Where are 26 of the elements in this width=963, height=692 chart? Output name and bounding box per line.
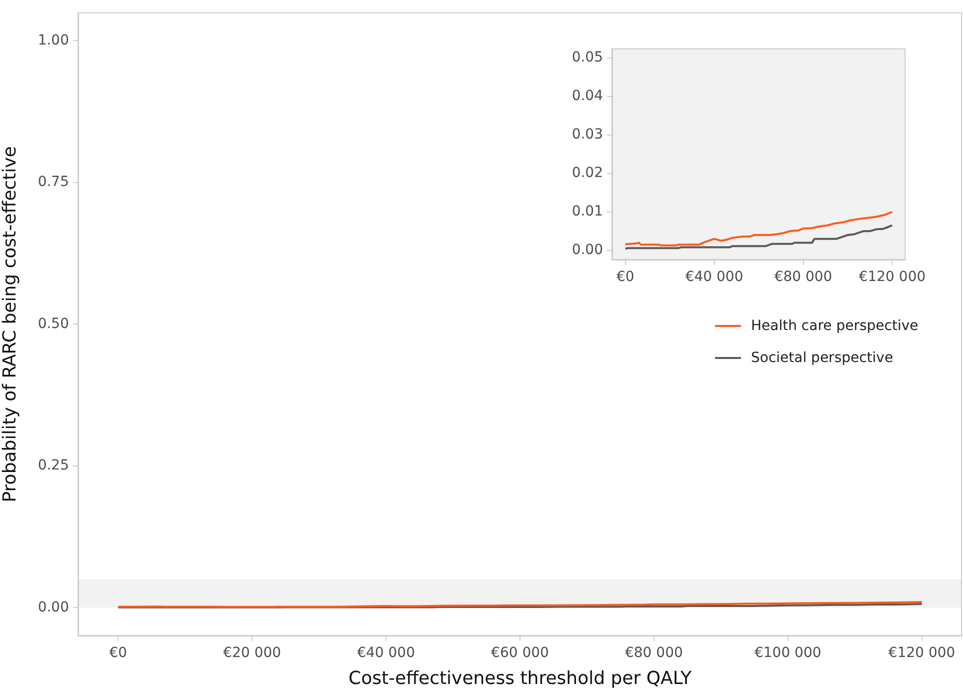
- x-tick-label: €40 000: [357, 645, 416, 662]
- legend-label: Societal perspective: [751, 350, 894, 366]
- y-tick-label: 0.03: [572, 126, 603, 143]
- y-tick-label: 0.02: [572, 165, 603, 182]
- y-axis-title: Probability of RARC being cost-effective: [0, 146, 20, 502]
- x-tick-label: €0: [616, 269, 634, 286]
- x-tick-label: €20 000: [223, 645, 282, 662]
- x-tick-label: €80 000: [774, 269, 832, 286]
- y-tick-label: 0.01: [572, 204, 603, 220]
- x-axis-title: Cost-effectiveness threshold per QALY: [348, 668, 692, 689]
- y-tick-label: 0.00: [572, 242, 603, 258]
- y-tick-label: 0.00: [38, 599, 69, 616]
- x-tick-label: €60 000: [491, 645, 549, 662]
- y-tick-label: 1.00: [38, 32, 69, 48]
- y-tick-label: 0.05: [572, 50, 603, 66]
- x-tick-label: €100 000: [754, 645, 822, 662]
- x-tick-label: €40 000: [685, 269, 744, 286]
- y-tick-label: 0.75: [38, 174, 69, 190]
- y-tick-label: 0.50: [38, 316, 69, 332]
- x-tick-label: €80 000: [624, 645, 683, 662]
- x-tick-label: €0: [109, 645, 128, 662]
- y-tick-label: 0.04: [572, 88, 604, 104]
- legend-label: Health care perspective: [751, 318, 918, 334]
- y-tick-label: 0.25: [38, 458, 69, 474]
- x-tick-label: €120 000: [888, 645, 956, 662]
- x-tick-label: €120 000: [858, 269, 926, 286]
